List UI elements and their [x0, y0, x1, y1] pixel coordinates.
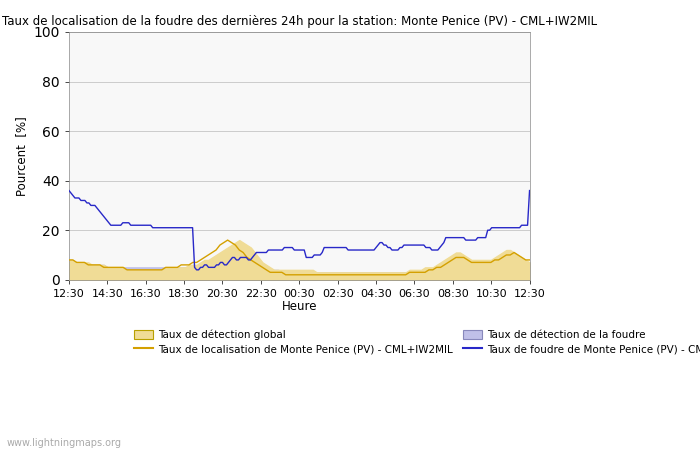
Text: www.lightningmaps.org: www.lightningmaps.org	[7, 438, 122, 448]
X-axis label: Heure: Heure	[281, 300, 317, 313]
Title: Taux de localisation de la foudre des dernières 24h pour la station: Monte Penic: Taux de localisation de la foudre des de…	[1, 15, 597, 28]
Legend: Taux de détection global, Taux de localisation de Monte Penice (PV) - CML+IW2MIL: Taux de détection global, Taux de locali…	[134, 329, 700, 354]
Y-axis label: Pourcent  [%]: Pourcent [%]	[15, 116, 28, 196]
